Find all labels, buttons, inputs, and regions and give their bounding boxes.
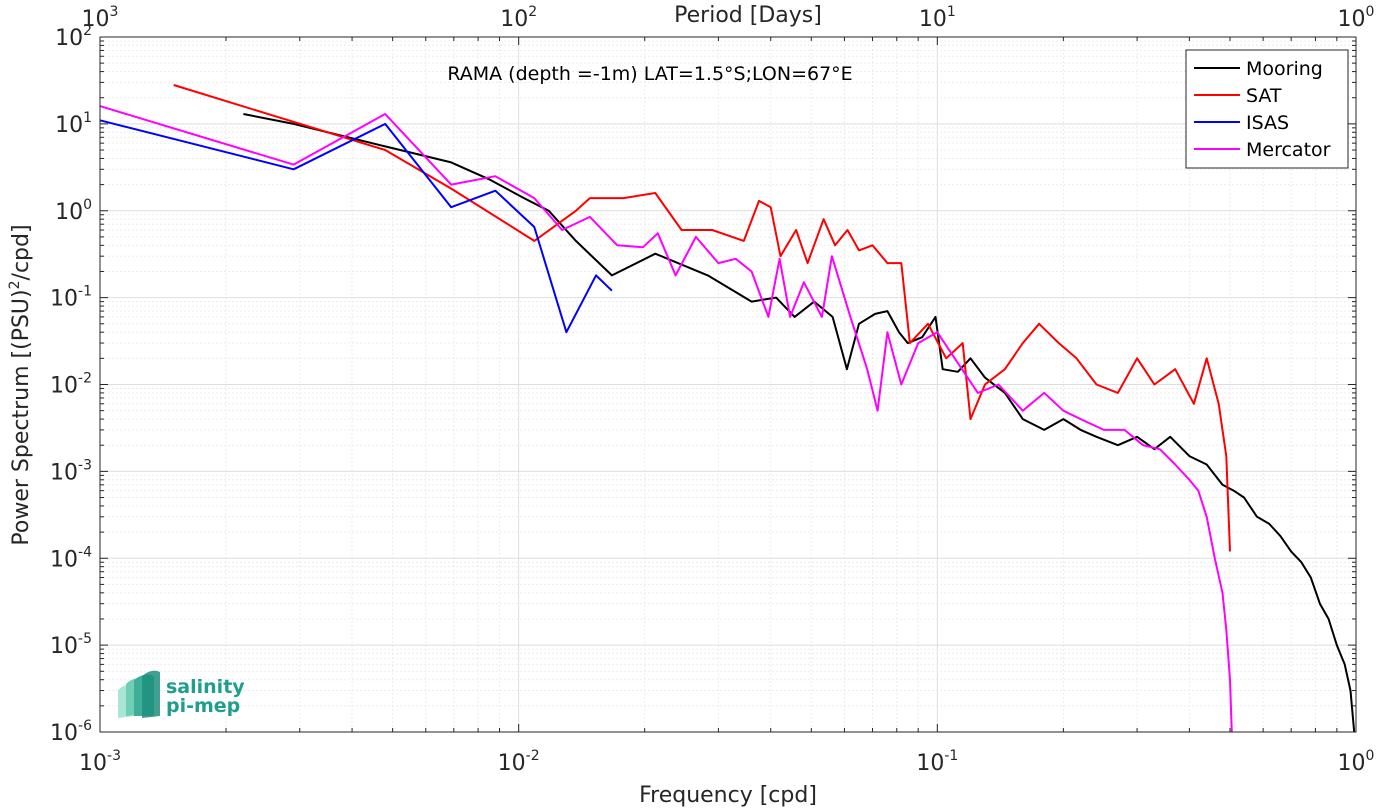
x-tick-label: 10-3: [79, 748, 121, 776]
legend-label-mercator: Mercator: [1246, 139, 1331, 161]
y-tick-label: 10-4: [50, 544, 92, 572]
y-tick-label: 100: [55, 197, 92, 225]
series-line-mooring: [243, 113, 1356, 733]
series-line-sat: [173, 84, 1231, 552]
y-tick-label: 101: [55, 110, 92, 138]
y-axis-title: Power Spectrum [(PSU)2/cpd]: [7, 224, 34, 545]
x2-tick-label: 101: [919, 4, 956, 32]
x2-tick-label: 103: [82, 4, 119, 32]
legend-label-mooring: Mooring: [1246, 58, 1323, 80]
x-tick-label: 100: [1338, 748, 1375, 776]
grid-lines: [99, 37, 1356, 733]
logo-line2: pi-mep: [166, 695, 240, 717]
y-tick-label: 10-3: [50, 457, 92, 485]
y-tick-label: 10-5: [50, 631, 92, 659]
y-tick-label: 10-6: [50, 718, 92, 746]
legend-label-sat: SAT: [1246, 85, 1282, 107]
x2-axis-title: Period [Days]: [674, 3, 822, 28]
x2-tick-label: 100: [1338, 4, 1375, 32]
y-tick-label: 10-2: [50, 371, 92, 399]
logo-line1: salinity: [166, 676, 245, 698]
x-axis-title: Frequency [cpd]: [639, 783, 817, 808]
chart-annotation: RAMA (depth =-1m) LAT=1.5°S;LON=67°E: [447, 63, 852, 85]
series-line-isas: [99, 119, 613, 334]
series-line-mercator: [99, 105, 1233, 733]
legend-label-isas: ISAS: [1246, 112, 1289, 134]
x-tick-label: 10-2: [498, 748, 540, 776]
x2-tick-label: 102: [500, 4, 537, 32]
legend: Mooring SAT ISAS Mercator: [1185, 49, 1349, 169]
y-tick-label: 10-1: [50, 284, 92, 312]
salinity-pi-mep-logo: salinity pi-mep: [118, 670, 245, 718]
y-tick-label: 102: [55, 23, 92, 51]
axis-ticks: [99, 37, 1356, 733]
x-tick-label: 10-1: [916, 748, 958, 776]
series-lines: [99, 84, 1356, 733]
logo-mark-icon: [118, 670, 160, 718]
